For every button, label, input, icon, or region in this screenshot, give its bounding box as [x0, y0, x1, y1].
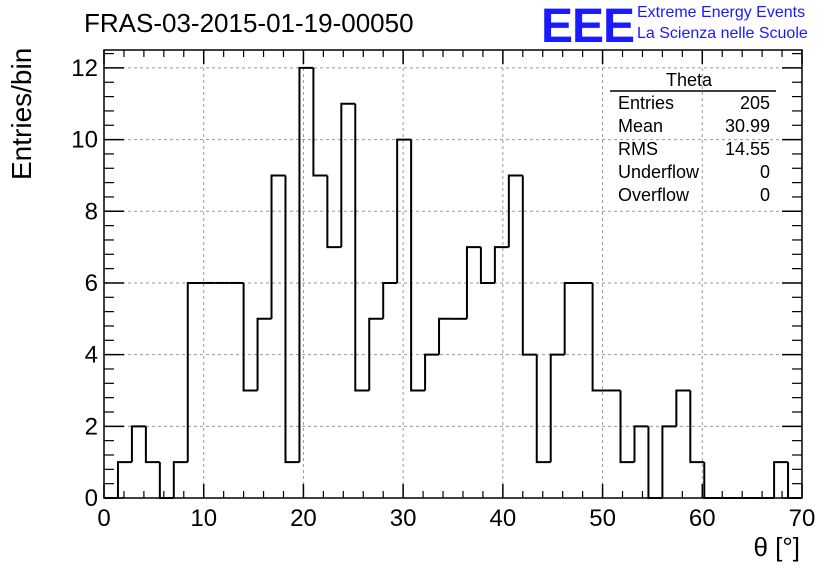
- y-tick-label: 2: [85, 413, 98, 440]
- y-tick-label: 0: [85, 485, 98, 512]
- histogram-bin: [647, 426, 663, 499]
- x-tick-label: 40: [490, 505, 517, 532]
- x-tick-label: 60: [689, 505, 716, 532]
- histogram-bin: [689, 390, 705, 464]
- stats-label: Entries: [618, 93, 675, 113]
- stats-row-mean: Mean 30.99: [618, 116, 770, 137]
- histogram-bin: [130, 425, 146, 463]
- histogram-bin: [116, 461, 132, 498]
- histogram-bin: [284, 175, 300, 464]
- stats-value: 30.99: [724, 116, 770, 136]
- y-axis-label: Entries/bin: [6, 47, 37, 180]
- stats-label: Underflow: [618, 162, 700, 182]
- histogram-bin: [312, 67, 328, 177]
- x-tick-label: 50: [589, 505, 616, 532]
- histogram-bin: [256, 317, 272, 391]
- stats-label: Overflow: [618, 185, 690, 205]
- stats-row-underflow: Underflow 0: [618, 162, 770, 183]
- logo-line-2: La Scienza nelle Scuole: [637, 25, 808, 42]
- x-tick-label: 0: [97, 505, 110, 532]
- stats-title: Theta: [666, 70, 713, 90]
- histogram-bin: [549, 353, 565, 463]
- stats-value: 14.55: [724, 139, 770, 159]
- histogram-bin: [270, 174, 286, 319]
- stats-label: Mean: [618, 116, 664, 136]
- histogram-bin: [410, 139, 426, 392]
- stats-value: 0: [759, 185, 770, 205]
- chart-title: FRAS-03-2015-01-19-00050: [84, 8, 414, 38]
- histogram-bin: [424, 353, 440, 391]
- histogram-bin: [172, 461, 188, 498]
- eee-logo: EEE: [541, 0, 635, 53]
- histogram-bin: [521, 175, 537, 356]
- histogram-bin: [787, 462, 802, 499]
- histogram-bin: [438, 317, 453, 355]
- histogram-bin: [396, 138, 412, 283]
- plot-frame: [103, 49, 803, 499]
- x-tick-label: 20: [290, 505, 317, 532]
- y-tick-label: 12: [71, 55, 98, 82]
- x-tick-label: 30: [390, 505, 417, 532]
- histogram-bin: [354, 103, 370, 392]
- axis-ticks: [103, 50, 803, 499]
- histogram-bin: [633, 425, 649, 463]
- histogram-bin: [326, 175, 342, 249]
- histogram-bin: [493, 246, 509, 283]
- histogram-bin: [773, 461, 789, 498]
- stats-row-entries: Entries 205: [618, 93, 770, 114]
- histogram-bin: [661, 425, 677, 498]
- histogram-bin: [186, 281, 202, 463]
- histogram-bin: [703, 462, 719, 499]
- histogram-bin: [340, 102, 356, 248]
- y-tick-label: 8: [85, 198, 98, 225]
- logo-line-1: Extreme Energy Events: [637, 4, 806, 21]
- histogram-bin: [144, 426, 160, 464]
- x-tick-label: 10: [190, 505, 217, 532]
- histogram-bin: [298, 66, 314, 463]
- histogram-bin: [479, 247, 495, 284]
- histogram-bin: [465, 246, 481, 319]
- stats-label: RMS: [618, 139, 658, 159]
- tick-labels: 0 10 20 30 40 50 60 70 0 2 4 6 8 10 12: [71, 55, 815, 532]
- histogram-bin: [591, 282, 607, 392]
- histogram-bin: [382, 281, 398, 319]
- stats-row-rms: RMS 14.55: [618, 139, 770, 160]
- stats-value: 0: [759, 162, 770, 182]
- stats-row-overflow: Overflow 0: [618, 185, 770, 206]
- y-tick-label: 6: [85, 270, 98, 297]
- x-axis-label: θ [°]: [753, 532, 800, 562]
- y-tick-label: 10: [71, 127, 98, 154]
- histogram-bin: [619, 390, 635, 464]
- histogram-bin: [158, 462, 174, 499]
- histogram-bin: [368, 317, 384, 391]
- histogram: [104, 66, 802, 499]
- histogram-bin: [675, 389, 691, 427]
- histogram-bin: [563, 281, 579, 355]
- histogram-bin: [535, 354, 551, 464]
- x-tick-label: 70: [789, 505, 816, 532]
- histogram-bin: [507, 174, 523, 248]
- stats-value: 205: [739, 93, 770, 113]
- histogram-bin: [242, 282, 258, 392]
- y-tick-label: 4: [85, 342, 98, 369]
